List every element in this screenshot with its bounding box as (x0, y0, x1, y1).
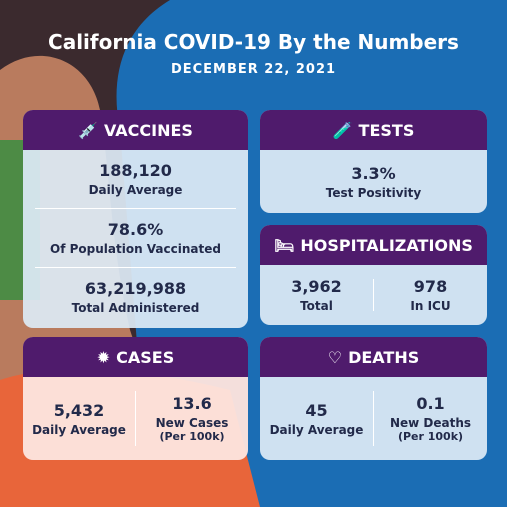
stat-label: Daily Average (32, 422, 126, 437)
icon: 🧪 (332, 120, 353, 140)
stat-value: 13.6 (172, 394, 212, 413)
panel-header: 🛏 HOSPITALIZATIONS (260, 225, 487, 265)
icon: 💉 (78, 120, 98, 140)
divider (373, 279, 374, 311)
stat-sublabel: (Per 100k) (397, 430, 464, 443)
vaccines-panel: 💉 VACCINES 188,120 Daily Average 78.6% Of P… (23, 110, 248, 328)
divider (373, 391, 374, 446)
stat-value: 3.3% (351, 163, 396, 183)
panel-header: ♡ DEATHS (260, 337, 487, 377)
icon: ✹ (96, 347, 111, 367)
date: DECEMBER 22, 2021 (170, 62, 337, 77)
icon: ♡ (327, 347, 343, 367)
stat-value: 45 (305, 400, 328, 420)
stat-value: 63,219,988 (84, 279, 187, 298)
panel-header: ✹ CASES (23, 337, 248, 377)
panel-title: VACCINES (103, 120, 193, 140)
stat-sublabel: (Per 100k) (159, 430, 225, 443)
panel-header: 💉 VACCINES (23, 110, 248, 150)
tests-panel: 🧪 TESTS 3.3% Test Positivity (260, 110, 487, 213)
stat-label: Daily Average (88, 183, 183, 197)
panel-header: 🧪 TESTS (260, 110, 487, 150)
stat-label: In ICU (410, 299, 451, 313)
stat-value: 5,432 (53, 400, 105, 420)
divider (35, 208, 236, 209)
stat-value: 978 (413, 277, 448, 296)
stat-value: 78.6% (107, 220, 164, 239)
cases-panel: ✹ CASES 5,432 Daily Average 13.6 New Cases(… (23, 337, 248, 460)
panel-title: TESTS (358, 120, 415, 140)
icon: 🛏 (274, 235, 295, 255)
panel-title: CASES (116, 347, 175, 367)
divider (135, 391, 136, 446)
panel-title: DEATHS (348, 347, 420, 367)
panel-title: HOSPITALIZATIONS (300, 235, 473, 255)
stat-label: Total Administered (71, 301, 200, 315)
stat-label: New Deaths (389, 416, 472, 430)
title: California COVID-19 By the Numbers (48, 30, 459, 54)
divider (35, 267, 236, 268)
stat-label: New Cases (155, 416, 229, 430)
stat-label: Of Population Vaccinated (50, 242, 221, 256)
stat-label: Daily Average (269, 422, 364, 437)
stat-value: 188,120 (99, 161, 172, 180)
stat-value: 3,962 (291, 277, 342, 296)
stat-label: Test Positivity (325, 185, 422, 200)
stat-label: Total (300, 299, 333, 313)
stat-value: 0.1 (416, 394, 445, 413)
hospitalizations-panel: 🛏 HOSPITALIZATIONS 3,962 Total 978 In ICU (260, 225, 487, 325)
deaths-panel: ♡ DEATHS 45 Daily Average 0.1 New Deaths (Pe… (260, 337, 487, 460)
